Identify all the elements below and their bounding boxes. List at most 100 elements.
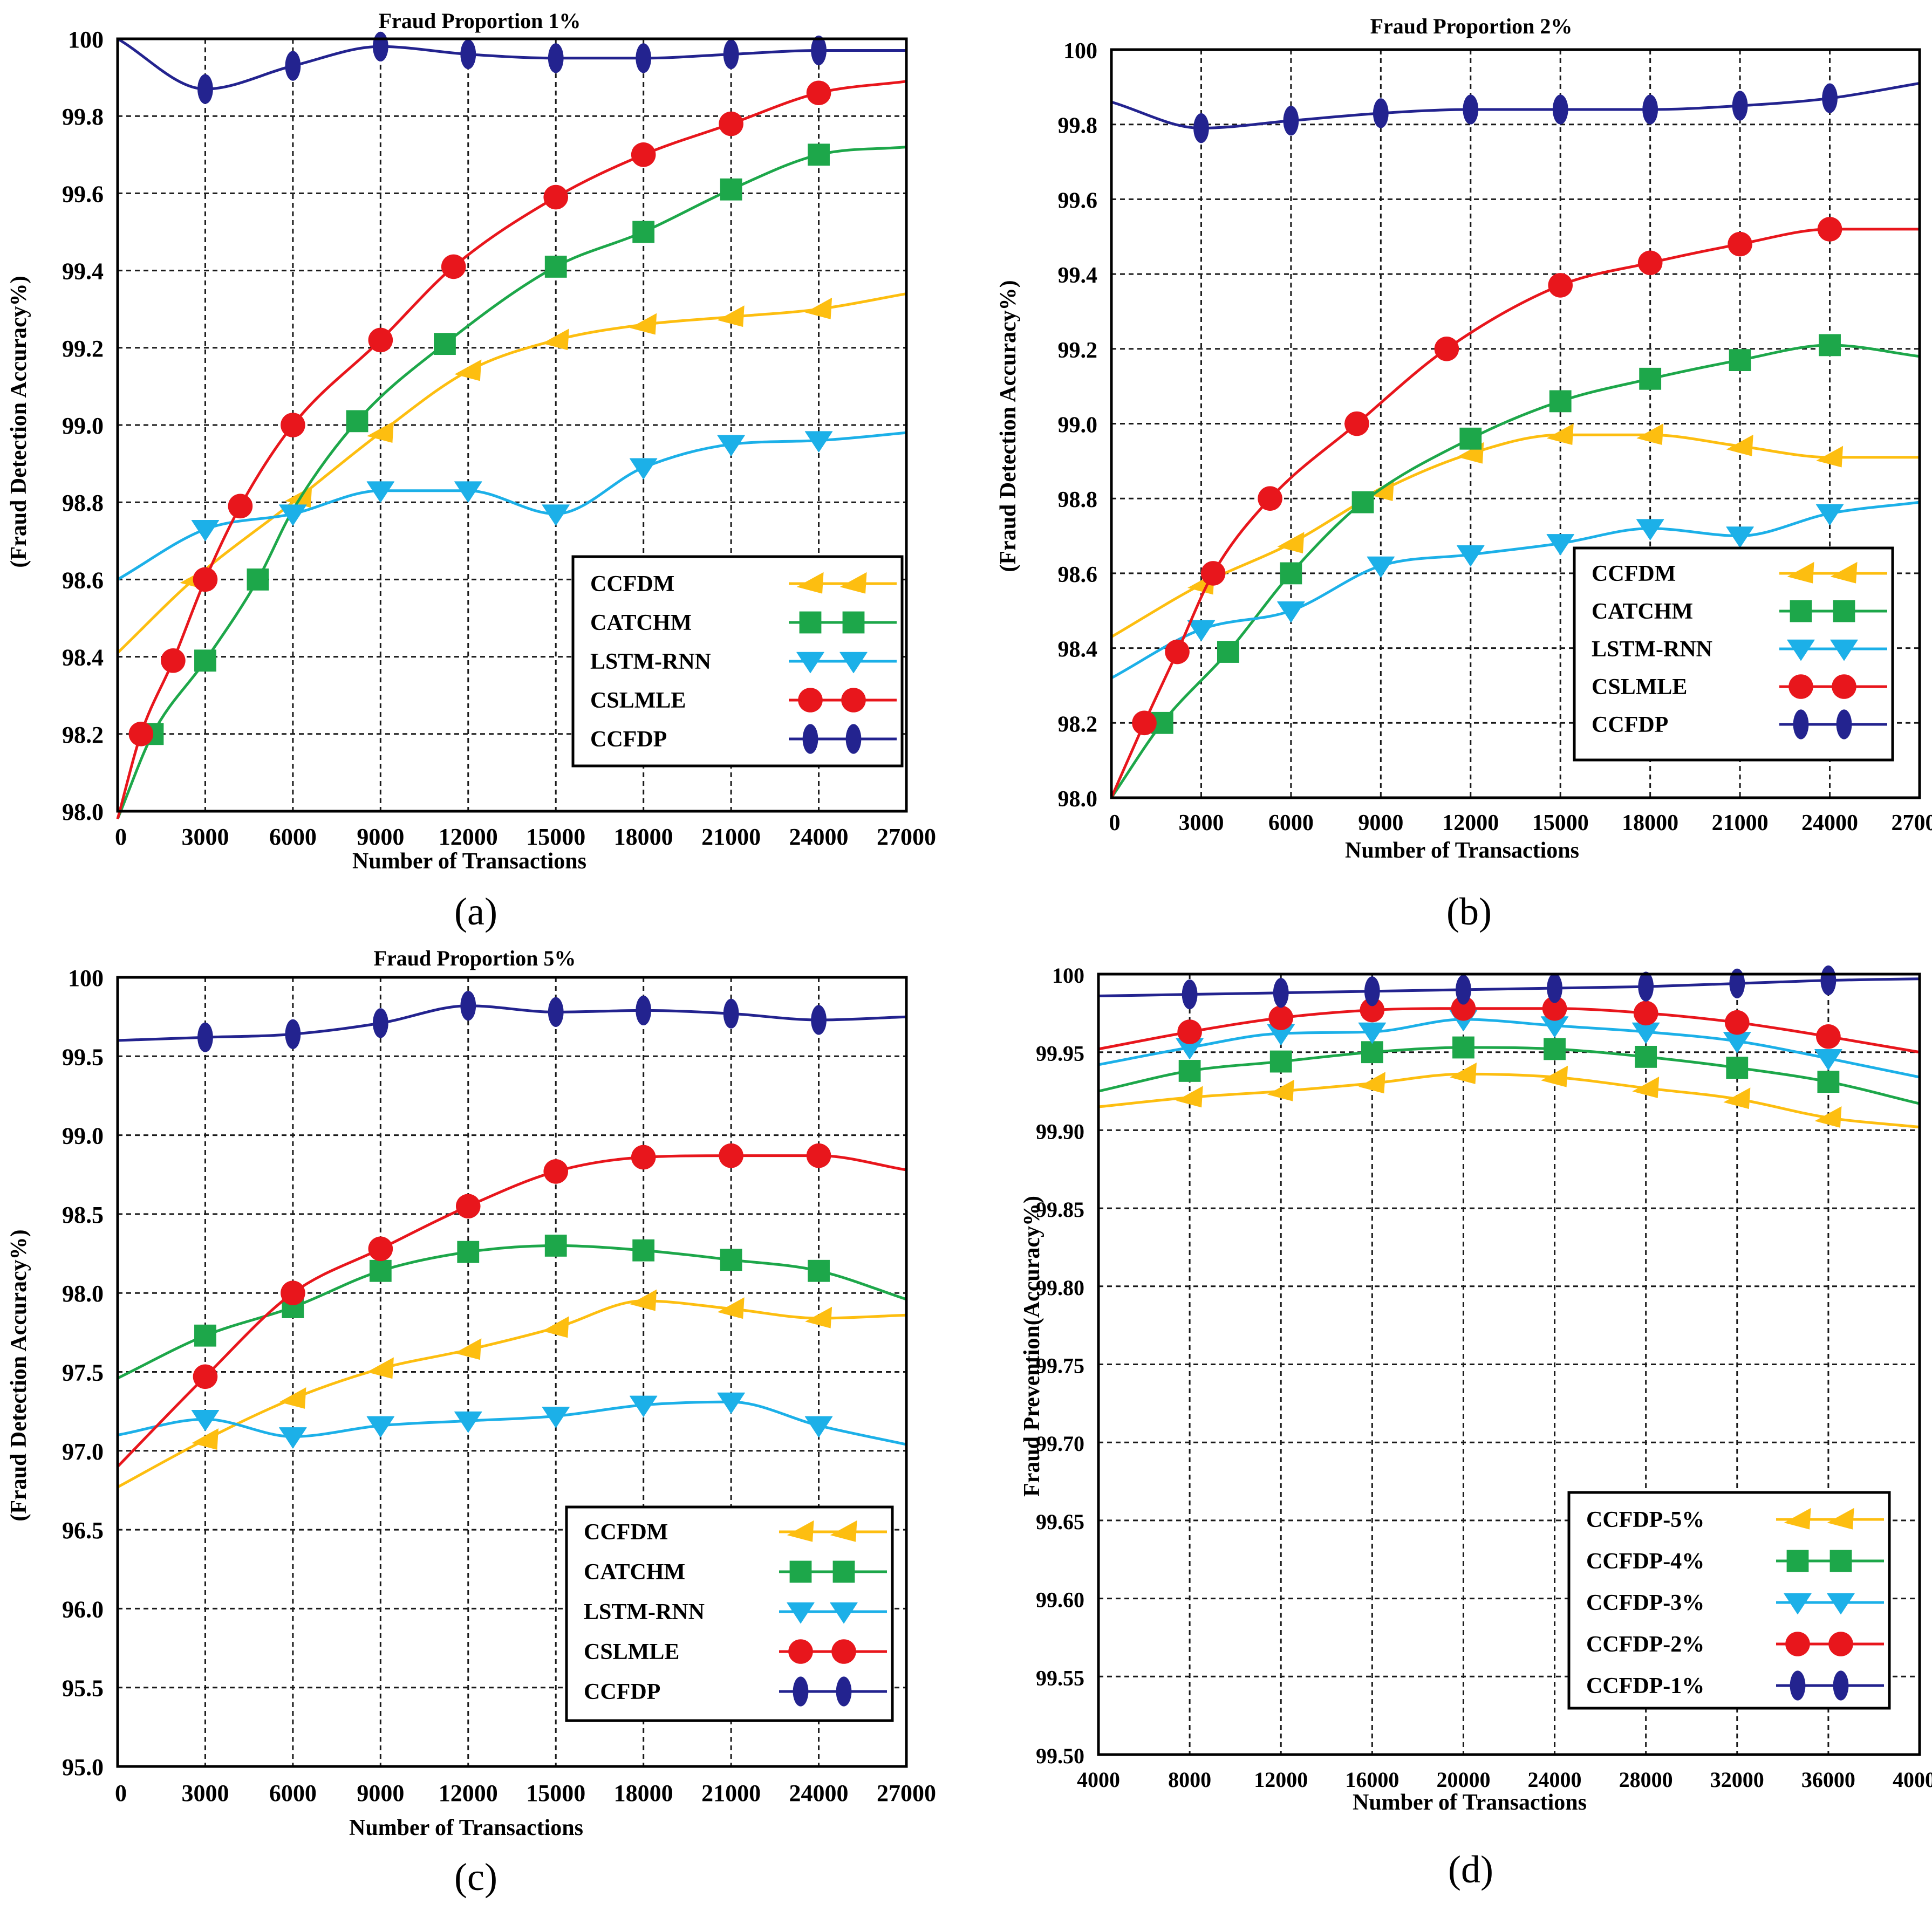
- legend-label: CCFDP-1%: [1586, 1674, 1704, 1698]
- legend-label: CATCHM: [1592, 599, 1693, 624]
- legend-marker: [787, 1602, 815, 1624]
- x-tick-label: 21000: [701, 824, 761, 850]
- legend-marker: [1784, 1508, 1811, 1530]
- legend-marker: [832, 1560, 855, 1583]
- legend-marker: [1836, 709, 1852, 739]
- x-tick-label: 15000: [526, 824, 585, 850]
- data-point: [1632, 1076, 1660, 1098]
- data-point: [279, 1387, 306, 1409]
- legend-marker: [1784, 1593, 1812, 1615]
- y-tick-label: 98.0: [62, 1280, 104, 1307]
- data-point: [719, 111, 743, 136]
- chart-title: Fraud Proportion 1%: [379, 9, 581, 33]
- series-catchm: [117, 1235, 907, 1380]
- y-tick-label: 99.2: [1058, 338, 1098, 363]
- legend-marker: [831, 1639, 856, 1664]
- legend-marker: [842, 611, 865, 634]
- x-tick-label: 0: [1109, 811, 1121, 835]
- data-point: [285, 1019, 301, 1049]
- data-point: [544, 256, 567, 278]
- x-tick-label: 27000: [877, 824, 936, 850]
- y-tick-label: 98.4: [62, 645, 104, 671]
- y-tick-label: 99.95: [1036, 1042, 1084, 1066]
- series-lstm-rnn: [117, 1392, 907, 1449]
- legend-label: CCFDP: [584, 1680, 660, 1704]
- data-point: [804, 1416, 833, 1438]
- y-tick-label: 98.0: [1058, 787, 1098, 812]
- x-tick-label: 18000: [1622, 811, 1678, 835]
- data-point: [285, 51, 301, 81]
- legend-label: CSLMLE: [1592, 675, 1687, 700]
- data-point: [197, 1022, 213, 1052]
- data-point: [192, 1428, 219, 1450]
- data-point: [1724, 1010, 1750, 1035]
- data-point: [1549, 390, 1572, 413]
- y-tick-label: 99.4: [62, 258, 104, 285]
- y-tick-label: 99.70: [1036, 1431, 1084, 1456]
- data-point: [457, 1241, 480, 1263]
- series-line: [1098, 1018, 1920, 1079]
- data-point: [805, 1306, 832, 1328]
- series-line: [117, 1244, 907, 1380]
- data-point: [369, 1259, 392, 1282]
- legend-marker: [1787, 561, 1814, 584]
- data-point: [548, 997, 564, 1027]
- x-tick-label: 4000: [1077, 1768, 1120, 1792]
- y-tick-label: 98.5: [62, 1202, 104, 1228]
- x-tick-label: 6000: [269, 1780, 317, 1806]
- data-point: [542, 1316, 569, 1338]
- data-point: [194, 649, 216, 672]
- legend-label: CATCHM: [584, 1560, 685, 1585]
- y-tick-label: 98.8: [1058, 488, 1098, 512]
- data-point: [1546, 423, 1574, 445]
- data-point: [1268, 1005, 1294, 1030]
- legend-label: LSTM-RNN: [584, 1600, 705, 1625]
- data-point: [548, 43, 564, 73]
- data-point: [1456, 975, 1471, 1005]
- data-point: [1450, 1062, 1477, 1084]
- data-point: [630, 313, 657, 335]
- y-tick-label: 98.2: [1058, 712, 1098, 737]
- legend-marker: [788, 1639, 813, 1664]
- data-point: [1165, 639, 1190, 665]
- x-tick-label: 27000: [877, 1780, 936, 1806]
- legend-marker: [793, 1676, 809, 1707]
- legend-marker: [1787, 639, 1815, 661]
- data-point: [434, 333, 456, 355]
- data-point: [632, 1239, 655, 1262]
- y-tick-label: 100: [1063, 39, 1097, 64]
- data-point: [1817, 217, 1842, 242]
- legend-label: LSTM-RNN: [1592, 637, 1712, 662]
- chart-title: Fraud Proportion 2%: [1370, 14, 1573, 38]
- x-tick-label: 6000: [1268, 811, 1314, 835]
- series-line: [1110, 501, 1920, 680]
- x-tick-label: 6000: [269, 824, 317, 850]
- series-line: [1098, 1007, 1920, 1054]
- data-point: [630, 1289, 657, 1311]
- data-point: [372, 31, 388, 61]
- data-point: [1364, 976, 1380, 1006]
- x-tick-label: 0: [115, 1780, 127, 1806]
- data-point: [1822, 83, 1838, 113]
- y-tick-label: 99.2: [62, 335, 104, 362]
- legend: CCFDM CATCHM LSTM-RNN CSLMLE CCFDP: [565, 1505, 894, 1722]
- x-tick-label: 16000: [1345, 1768, 1399, 1792]
- legend-label: LSTM-RNN: [590, 649, 711, 674]
- data-point: [1358, 1022, 1387, 1044]
- data-point: [460, 39, 476, 70]
- x-tick-label: 3000: [181, 1780, 229, 1806]
- series-ccfdp-5%: [1098, 1062, 1920, 1129]
- chart-title: Fraud Proportion 5%: [374, 946, 576, 970]
- data-point: [1732, 91, 1748, 121]
- y-tick-label: 100: [1052, 963, 1084, 988]
- data-point: [1360, 997, 1385, 1023]
- data-point: [1178, 1060, 1201, 1082]
- plot-frame: [116, 976, 908, 1768]
- data-point: [1819, 334, 1841, 357]
- plot-frame: [1097, 972, 1921, 1756]
- data-point: [279, 1427, 307, 1449]
- data-point: [1816, 1024, 1841, 1049]
- legend-marker: [1790, 1670, 1806, 1701]
- data-point: [542, 504, 570, 526]
- data-point: [1177, 1019, 1202, 1044]
